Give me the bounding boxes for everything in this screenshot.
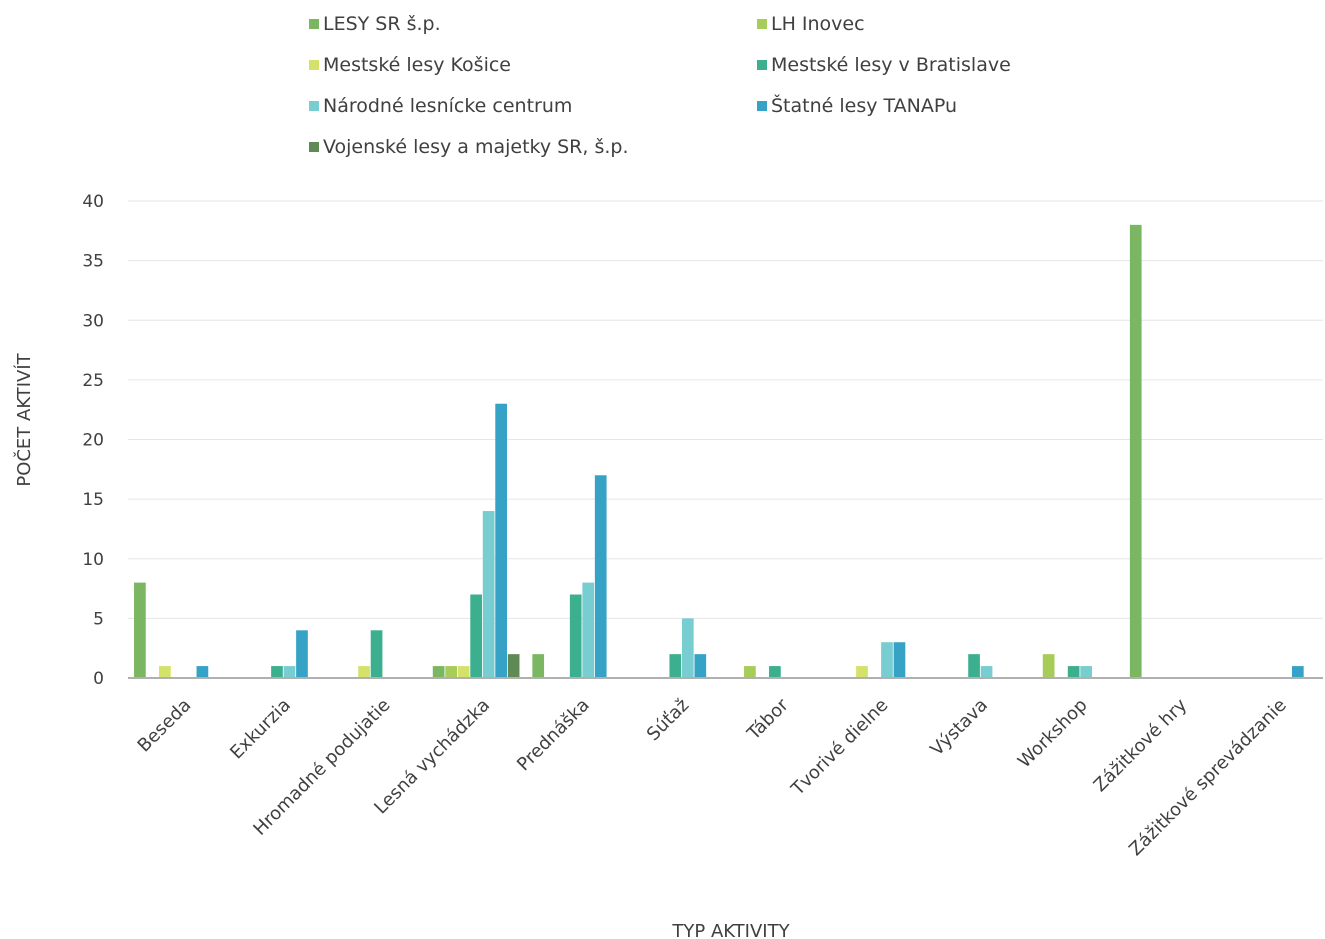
- bar: [1080, 666, 1092, 678]
- legend-item: Vojenské lesy a majetky SR, š.p.: [309, 133, 629, 161]
- bar: [507, 654, 520, 678]
- x-tick-label: Výstava: [926, 695, 992, 761]
- bar: [432, 666, 445, 678]
- bar: [370, 630, 383, 678]
- bar: [594, 475, 607, 678]
- legend-item: Mestské lesy v Bratislave: [757, 51, 1011, 79]
- x-tick-label: Tvorivé dielne: [787, 695, 893, 801]
- legend-swatch: [757, 60, 767, 70]
- x-tick-label: Zážitkové hry: [1090, 694, 1192, 796]
- legend-label: Národné lesnícke centrum: [323, 95, 573, 117]
- y-tick-label: 15: [82, 490, 104, 510]
- bar: [744, 666, 756, 678]
- x-tick-label: Súťaž: [643, 695, 693, 745]
- y-tick-label: 30: [82, 311, 104, 331]
- legend-item: LESY SR š.p.: [309, 10, 441, 38]
- x-tick-label: Zážitkové sprevádzanie: [1125, 695, 1291, 861]
- y-tick-label: 5: [93, 609, 104, 629]
- bar: [457, 666, 470, 678]
- legend-label: Štatné lesy TANAPu: [771, 95, 958, 117]
- bar: [159, 666, 171, 678]
- bar: [482, 511, 495, 678]
- bar: [196, 666, 209, 678]
- y-tick-label: 10: [82, 550, 104, 570]
- x-tick-label: Beseda: [134, 695, 196, 757]
- legend-swatch: [309, 101, 319, 111]
- y-tick-label: 40: [82, 192, 104, 212]
- bar: [669, 654, 682, 678]
- bar: [358, 666, 370, 678]
- bar: [1291, 666, 1304, 678]
- bar: [893, 642, 906, 678]
- bar: [271, 666, 283, 678]
- bar: [296, 630, 308, 678]
- y-tick-label: 25: [82, 371, 104, 391]
- bar: [134, 582, 146, 678]
- legend-swatch: [309, 60, 319, 70]
- legend-item: Mestské lesy Košice: [309, 51, 511, 79]
- legend-swatch: [757, 19, 767, 29]
- bar: [1067, 666, 1080, 678]
- bar: [532, 654, 545, 678]
- bar: [445, 666, 457, 678]
- bar: [569, 594, 582, 678]
- bar: [980, 666, 993, 678]
- bar: [495, 403, 507, 678]
- y-tick-label: 20: [82, 431, 104, 451]
- bar: [283, 666, 296, 678]
- bar: [769, 666, 781, 678]
- bar: [582, 582, 595, 678]
- x-tick-label: Workshop: [1014, 695, 1092, 773]
- bar: [968, 654, 980, 678]
- bar: [470, 594, 482, 678]
- legend-swatch: [309, 142, 319, 152]
- legend-label: Mestské lesy v Bratislave: [771, 54, 1011, 76]
- legend-label: LESY SR š.p.: [323, 13, 441, 35]
- x-tick-label: Prednáška: [513, 695, 594, 776]
- legend-item: Štatné lesy TANAPu: [757, 92, 957, 120]
- y-axis-title: POČET AKTIVÍT: [13, 352, 35, 486]
- legend-label: Vojenské lesy a majetky SR, š.p.: [323, 136, 629, 158]
- bar: [881, 642, 893, 678]
- legend-label: LH Inovec: [771, 13, 865, 35]
- bar: [856, 666, 868, 678]
- bar: [694, 654, 707, 678]
- legend-swatch: [757, 101, 767, 111]
- bar: [1042, 654, 1055, 678]
- legend-label: Mestské lesy Košice: [323, 54, 511, 76]
- y-tick-label: 0: [93, 669, 104, 689]
- legend-item: Národné lesnícke centrum: [309, 92, 572, 120]
- bar: [681, 618, 694, 679]
- x-axis-title: TYP AKTIVITY: [671, 921, 790, 939]
- bar: [1129, 224, 1142, 678]
- y-tick-label: 35: [82, 252, 104, 272]
- x-tick-label: Tábor: [743, 694, 794, 745]
- legend-item: LH Inovec: [757, 10, 865, 38]
- x-tick-label: Exkurzia: [226, 695, 295, 764]
- legend-swatch: [309, 19, 319, 29]
